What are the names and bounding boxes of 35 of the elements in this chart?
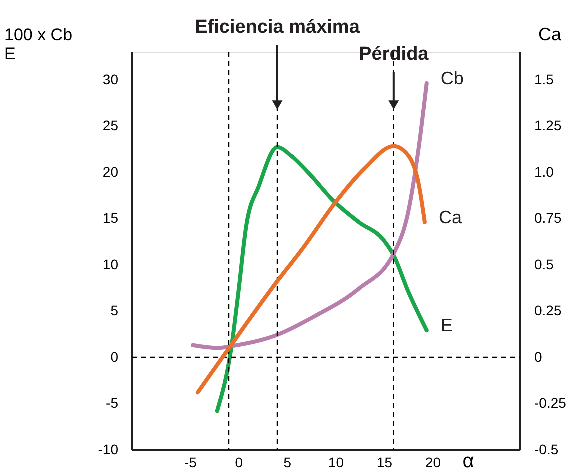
- y2-tick-label: 0.5: [534, 256, 554, 272]
- y2-tick-label: 0: [534, 348, 542, 365]
- line-series: [196, 144, 427, 395]
- line-series: [215, 145, 429, 414]
- y2-tick-label: 1.0: [534, 164, 554, 180]
- y2-tick-label: 1.25: [534, 118, 562, 134]
- x-tick-label: 15: [376, 454, 393, 470]
- y2-tick-label: 0.75: [534, 210, 562, 226]
- y-tick-label: 30: [102, 71, 119, 88]
- x-tick-label: -5: [184, 454, 198, 470]
- y-tick-label: 10: [102, 256, 119, 272]
- y2-tick-label: -0.25: [534, 395, 567, 412]
- x-tick-label: 20: [425, 454, 442, 470]
- x-axis-title: α: [462, 450, 474, 472]
- x-tick-label: 5: [284, 454, 292, 470]
- y2-tick-label: -0.5: [534, 442, 559, 458]
- y2-tick-label: 1.5: [534, 71, 554, 88]
- series-label: Cb: [440, 68, 464, 88]
- y-tick-label: 25: [102, 118, 119, 134]
- y-tick-label: 20: [102, 164, 119, 180]
- y-axis-title: 100 x Cb E: [4, 26, 73, 64]
- y-tick-label: 15: [102, 210, 119, 226]
- series-label: E: [440, 316, 453, 336]
- y2-tick-label: 0.25: [534, 302, 562, 319]
- series-label: Ca: [438, 207, 463, 228]
- annotation: Pérdida: [359, 44, 430, 66]
- annotation: Eficiencia máxima: [195, 17, 360, 38]
- x-tick-label: 0: [235, 454, 244, 470]
- x-tick-label: 10: [328, 454, 344, 470]
- line-series: [191, 81, 429, 350]
- y-tick-label: -5: [106, 395, 119, 412]
- y-tick-label: -10: [98, 442, 119, 458]
- y-tick-label: 5: [110, 302, 119, 319]
- y-tick-label: 0: [110, 348, 119, 365]
- y2-axis-title: Ca: [538, 24, 562, 44]
